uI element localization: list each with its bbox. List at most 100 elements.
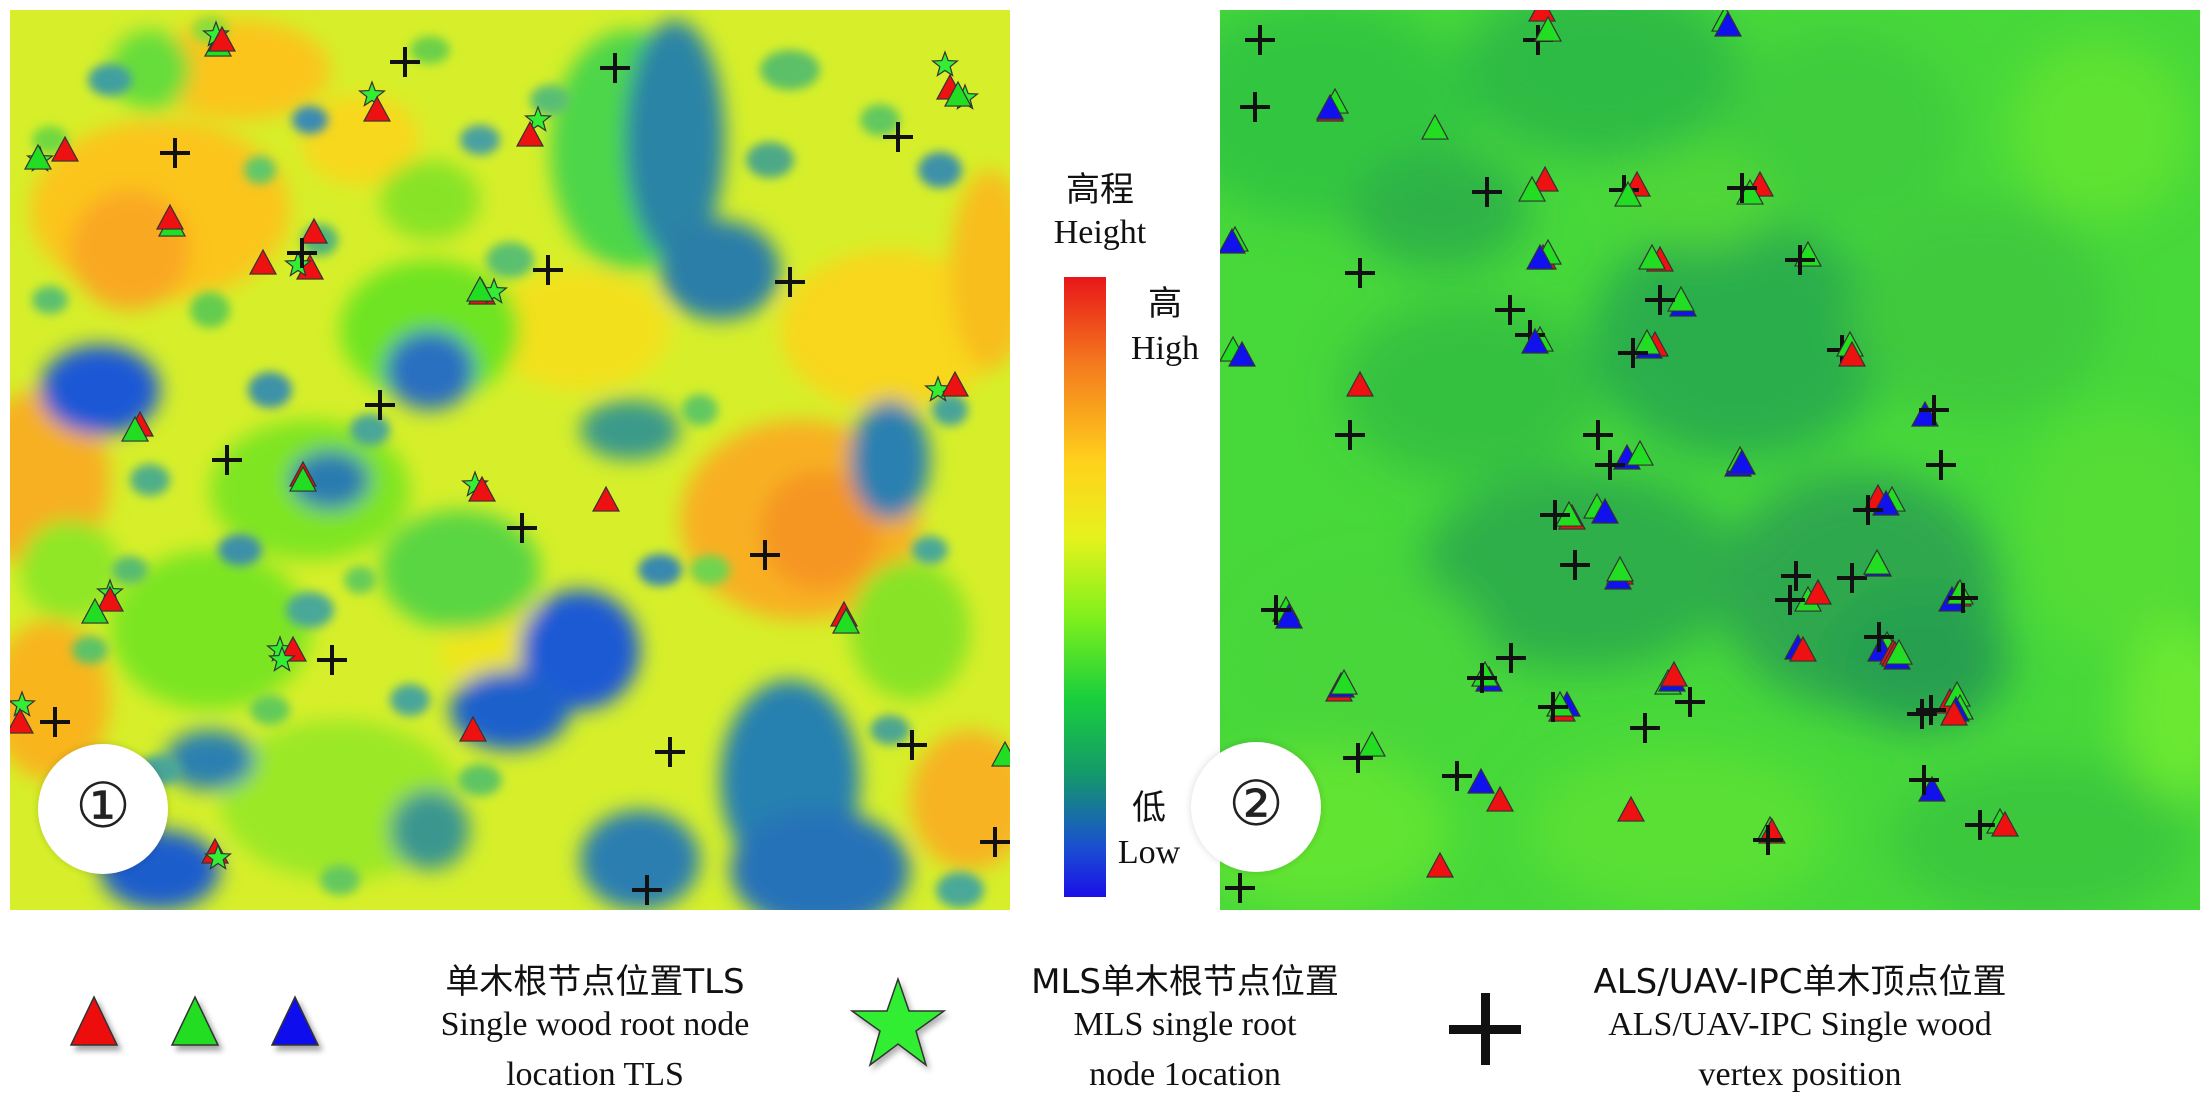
als-vertex-marker xyxy=(1909,765,1939,795)
tls-root-marker xyxy=(1659,660,1689,687)
als-vertex-marker xyxy=(365,390,395,420)
als-vertex-marker xyxy=(1675,687,1705,717)
legend-als-line1: ALS/UAV-IPC Single wood xyxy=(1608,1006,1992,1043)
als-vertex-marker xyxy=(600,53,630,83)
legend-tls-line2: location TLS xyxy=(506,1056,684,1093)
als-vertex-marker xyxy=(1775,585,1805,615)
als-vertex-marker xyxy=(1442,761,1472,791)
tls-root-marker xyxy=(248,248,278,275)
als-vertex-marker xyxy=(1495,295,1525,325)
als-vertex-marker xyxy=(533,255,563,285)
tls-root-marker xyxy=(1803,578,1833,605)
tls-root-marker xyxy=(1420,113,1450,140)
als-vertex-marker xyxy=(750,540,780,570)
tls-root-marker xyxy=(155,203,185,230)
als-vertex-marker xyxy=(160,138,190,168)
als-vertex-marker xyxy=(1245,25,1275,55)
panel-2-label-circle: ② xyxy=(1191,742,1321,872)
tls-root-marker xyxy=(1862,548,1892,575)
als-vertex-marker xyxy=(1916,695,1946,725)
als-vertex-marker xyxy=(1727,173,1757,203)
colorbar-title-cn: 高程 xyxy=(1066,170,1134,210)
tree-markers-1 xyxy=(10,20,1010,905)
legend-als-title: ALS/UAV-IPC单木顶点位置 xyxy=(1593,962,2007,1002)
panel-2-label: ② xyxy=(1228,767,1284,840)
tls-root-marker xyxy=(1727,448,1757,475)
mls-root-marker xyxy=(523,105,553,132)
als-vertex-marker xyxy=(883,122,913,152)
mls-root-marker xyxy=(357,80,387,107)
legend-mls-title: MLS单木根节点位置 xyxy=(1031,962,1339,1002)
mls-root-marker xyxy=(203,843,233,870)
mls-marker-star xyxy=(849,976,947,1067)
tls-root-marker xyxy=(278,635,308,662)
als-vertex-marker xyxy=(1583,420,1613,450)
als-vertex-marker xyxy=(655,737,685,767)
legend-als-line2: vertex position xyxy=(1698,1056,1902,1093)
als-vertex-marker xyxy=(1618,338,1648,368)
als-vertex-marker xyxy=(897,730,927,760)
als-vertex-marker xyxy=(390,47,420,77)
tls-root-marker xyxy=(1425,851,1455,878)
mls-root-marker xyxy=(267,645,297,672)
als-vertex-marker xyxy=(1926,450,1956,480)
als-vertex-marker xyxy=(1630,713,1660,743)
tls-root-marker xyxy=(288,465,318,492)
als-vertex-marker xyxy=(980,827,1010,857)
tls-root-marker xyxy=(1788,635,1818,662)
mls-root-marker xyxy=(930,50,960,77)
tls-root-marker xyxy=(591,485,621,512)
tls-root-marker xyxy=(467,475,497,502)
als-vertex-marker xyxy=(1919,395,1949,425)
tls-root-marker xyxy=(1329,668,1359,695)
als-vertex-marker xyxy=(1538,692,1568,722)
tls-root-marker xyxy=(1525,243,1555,270)
als-vertex-marker xyxy=(1837,563,1867,593)
als-vertex-marker xyxy=(1785,245,1815,275)
als-vertex-marker xyxy=(1240,92,1270,122)
als-vertex-marker xyxy=(287,238,317,268)
tls-root-marker xyxy=(1990,810,2020,837)
tls-root-marker xyxy=(990,740,1010,767)
tls-marker-blue xyxy=(270,995,320,1046)
tls-root-marker xyxy=(1605,555,1635,582)
als-vertex-marker xyxy=(1595,450,1625,480)
tree-markers-2 xyxy=(1220,10,2020,903)
tls-root-marker xyxy=(458,715,488,742)
tls-root-marker xyxy=(10,707,35,734)
tls-root-marker xyxy=(1227,340,1257,367)
mls-root-marker xyxy=(10,690,37,717)
als-vertex-marker xyxy=(1345,258,1375,288)
tls-root-marker xyxy=(1485,785,1515,812)
tls-root-marker xyxy=(831,607,861,634)
tls-root-marker xyxy=(1345,370,1375,397)
tls-root-marker xyxy=(1530,165,1560,192)
als-vertex-marker xyxy=(507,513,537,543)
tls-root-marker xyxy=(95,585,125,612)
als-vertex-marker xyxy=(1781,561,1811,591)
colorbar-low-en: Low xyxy=(1117,834,1181,871)
als-vertex-marker xyxy=(1645,285,1675,315)
als-vertex-marker xyxy=(1225,873,1255,903)
tls-root-marker xyxy=(80,597,110,624)
als-vertex-marker xyxy=(1948,583,1978,613)
legend-tls-title: 单木根节点位置TLS xyxy=(445,962,745,1002)
als-vertex-marker xyxy=(1965,810,1995,840)
tls-root-marker xyxy=(299,217,329,244)
legend-mls-line2: node 1ocation xyxy=(1089,1056,1281,1093)
tls-root-marker xyxy=(120,415,150,442)
als-vertex-marker xyxy=(1853,495,1883,525)
colorbar-high-en: High xyxy=(1131,330,1199,367)
tls-root-marker xyxy=(1625,439,1655,466)
tls-root-marker xyxy=(1884,638,1914,665)
als-vertex-marker xyxy=(1864,622,1894,652)
tls-root-marker xyxy=(1616,795,1646,822)
als-vertex-marker xyxy=(1540,500,1570,530)
als-vertex-marker xyxy=(1261,595,1291,625)
tls-root-marker xyxy=(1533,15,1563,42)
tls-root-marker xyxy=(1637,243,1667,270)
als-vertex-marker xyxy=(1560,550,1590,580)
tls-root-marker xyxy=(515,120,545,147)
mls-root-marker xyxy=(283,250,313,277)
